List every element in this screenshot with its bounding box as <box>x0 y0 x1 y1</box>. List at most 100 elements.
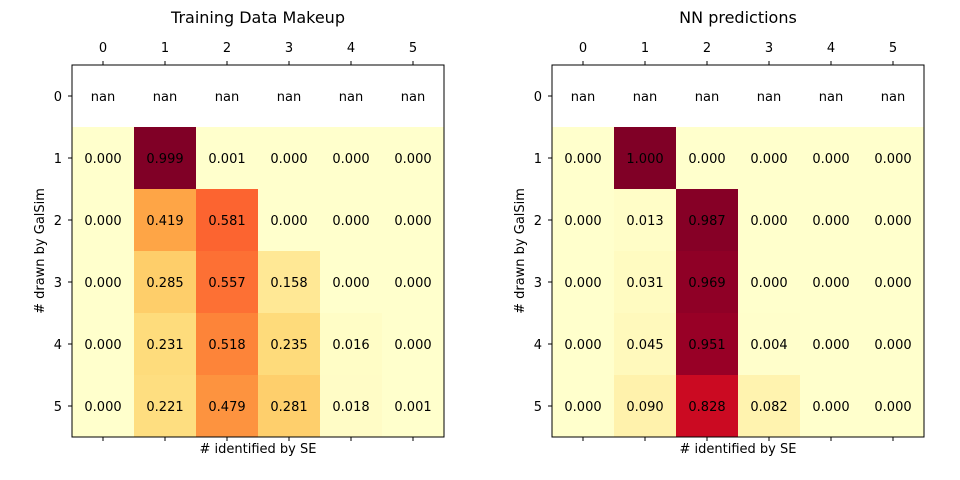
heatmap-cell-r5-c4 <box>800 375 862 437</box>
cell-value-r4-c2: 0.951 <box>688 338 725 353</box>
cell-value-r2-c5: 0.000 <box>874 214 911 229</box>
y-tick-label-0: 0 <box>534 90 542 105</box>
plot-frame <box>71 64 445 438</box>
y-axis-label: # drawn by GalSim <box>513 188 528 314</box>
heatmap-cell-r4-c3 <box>738 313 800 375</box>
cell-value-r0-c5: nan <box>881 90 905 105</box>
cell-value-r3-c5: 0.000 <box>394 276 431 291</box>
y-tick-label-3: 3 <box>534 276 542 291</box>
axis-ticks: 0 1 2 3 4 5 0 1 2 3 4 5 <box>534 41 897 441</box>
cell-value-r5-c3: 0.082 <box>750 400 787 415</box>
chart-training-data-makeup: Training Data Makeup # identified by SE … <box>33 8 445 457</box>
y-tick-label-2: 2 <box>534 214 542 229</box>
cell-value-r4-c4: 0.000 <box>812 338 849 353</box>
heatmap-cell-r1-c3 <box>738 127 800 189</box>
cell-value-r5-c0: 0.000 <box>564 400 601 415</box>
x-tick-label-0: 0 <box>579 41 587 56</box>
cell-value-r4-c1: 0.045 <box>626 338 663 353</box>
cell-value-r4-c3: 0.235 <box>270 338 307 353</box>
heatmap-cell-r4-c2 <box>676 313 738 375</box>
cell-value-r5-c1: 0.090 <box>626 400 663 415</box>
cell-value-r4-c2: 0.518 <box>208 338 245 353</box>
cell-value-r5-c1: 0.221 <box>146 400 183 415</box>
y-tick-label-5: 5 <box>54 400 62 415</box>
cell-value-r4-c1: 0.231 <box>146 338 183 353</box>
cell-value-r1-c5: 0.000 <box>874 152 911 167</box>
cell-value-r5-c4: 0.000 <box>812 400 849 415</box>
heatmap-cell-r5-c1 <box>614 375 676 437</box>
heatmap-cell-r4-c4 <box>800 313 862 375</box>
heatmap-cell-r5-c0 <box>552 375 614 437</box>
x-axis-label: # identified by SE <box>200 442 317 457</box>
cell-value-r0-c2: nan <box>215 90 239 105</box>
cell-value-r2-c4: 0.000 <box>332 214 369 229</box>
y-tick-label-0: 0 <box>54 90 62 105</box>
heatmap-cell-r2-c4 <box>320 189 382 251</box>
cell-value-r3-c1: 0.031 <box>626 276 663 291</box>
heatmap-cell-r3-c3 <box>258 251 320 313</box>
heatmap-cell-r2-c3 <box>738 189 800 251</box>
y-tick-label-5: 5 <box>534 400 542 415</box>
x-tick-label-3: 3 <box>285 41 293 56</box>
x-tick-label-0: 0 <box>99 41 107 56</box>
heatmap-cells <box>72 127 444 437</box>
heatmap-cell-r2-c1 <box>134 189 196 251</box>
cell-value-r2-c0: 0.000 <box>564 214 601 229</box>
heatmap-cell-r1-c4 <box>320 127 382 189</box>
cell-value-r0-c5: nan <box>401 90 425 105</box>
y-tick-label-1: 1 <box>54 152 62 167</box>
cell-value-r3-c0: 0.000 <box>84 276 121 291</box>
cell-value-r0-c0: nan <box>571 90 595 105</box>
cell-value-r5-c2: 0.828 <box>688 400 725 415</box>
x-tick-label-5: 5 <box>889 41 897 56</box>
heatmap-cell-r1-c1 <box>134 127 196 189</box>
cell-value-r0-c2: nan <box>695 90 719 105</box>
y-tick-label-1: 1 <box>534 152 542 167</box>
heatmap-cell-r4-c5 <box>382 313 444 375</box>
cell-value-r5-c5: 0.001 <box>394 400 431 415</box>
heatmap-cell-r1-c5 <box>862 127 924 189</box>
cell-value-r2-c1: 0.013 <box>626 214 663 229</box>
cell-value-r2-c3: 0.000 <box>270 214 307 229</box>
cell-value-r3-c3: 0.158 <box>270 276 307 291</box>
heatmap-cell-r1-c5 <box>382 127 444 189</box>
cell-value-r5-c2: 0.479 <box>208 400 245 415</box>
cell-value-r5-c0: 0.000 <box>84 400 121 415</box>
cell-value-r0-c3: nan <box>757 90 781 105</box>
heatmap-cell-r2-c5 <box>382 189 444 251</box>
cell-value-r4-c4: 0.016 <box>332 338 369 353</box>
x-tick-label-1: 1 <box>161 41 169 56</box>
cell-value-r3-c5: 0.000 <box>874 276 911 291</box>
cell-value-r4-c0: 0.000 <box>84 338 121 353</box>
x-tick-label-4: 4 <box>347 41 355 56</box>
plot-frame <box>551 64 925 438</box>
cell-value-r1-c4: 0.000 <box>332 152 369 167</box>
cell-value-r3-c1: 0.285 <box>146 276 183 291</box>
cell-value-r3-c4: 0.000 <box>332 276 369 291</box>
heatmap-cell-r3-c5 <box>382 251 444 313</box>
y-axis-label: # drawn by GalSim <box>33 188 48 314</box>
x-tick-label-2: 2 <box>223 41 231 56</box>
axis-ticks: 0 1 2 3 4 5 0 1 2 3 4 5 <box>54 41 417 441</box>
chart-nn-predictions: NN predictions # identified by SE # draw… <box>513 8 925 457</box>
cell-value-r5-c5: 0.000 <box>874 400 911 415</box>
heatmap-cell-r4-c1 <box>614 313 676 375</box>
heatmap-cell-r3-c2 <box>196 251 258 313</box>
cell-value-r5-c4: 0.018 <box>332 400 369 415</box>
cell-value-r5-c3: 0.281 <box>270 400 307 415</box>
cell-value-r2-c2: 0.581 <box>208 214 245 229</box>
cell-value-r2-c4: 0.000 <box>812 214 849 229</box>
cell-value-r3-c2: 0.557 <box>208 276 245 291</box>
heatmap-cell-r3-c5 <box>862 251 924 313</box>
cell-value-r1-c1: 1.000 <box>626 152 663 167</box>
cell-value-r1-c5: 0.000 <box>394 152 431 167</box>
heatmap-cell-r4-c2 <box>196 313 258 375</box>
cell-value-r4-c0: 0.000 <box>564 338 601 353</box>
y-tick-label-2: 2 <box>54 214 62 229</box>
heatmap-cell-r1-c3 <box>258 127 320 189</box>
cell-value-r1-c0: 0.000 <box>84 152 121 167</box>
heatmap-cell-r5-c5 <box>382 375 444 437</box>
heatmap-cell-r3-c4 <box>320 251 382 313</box>
x-tick-label-3: 3 <box>765 41 773 56</box>
heatmap-cell-r5-c5 <box>862 375 924 437</box>
